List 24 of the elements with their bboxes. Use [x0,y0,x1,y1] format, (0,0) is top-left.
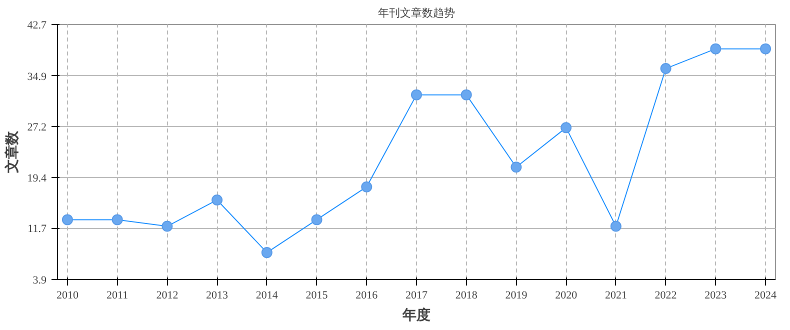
chart-title: 年刊文章数趋势 [378,6,455,20]
x-tick-label: 2024 [754,290,778,302]
x-tick-label: 2015 [306,290,328,302]
x-tick-label: 2022 [654,290,677,302]
x-tick-label: 2023 [704,290,728,302]
y-axis-title: 文章数 [3,130,20,174]
y-tick-label: 42.7 [27,20,47,32]
x-tick-label: 2011 [106,290,128,302]
x-axis-title: 年度 [402,306,430,322]
x-tick-label: 2016 [356,290,378,302]
x-tick-label: 2019 [505,290,528,302]
x-tick-label: 2014 [256,290,278,302]
x-tick-label: 2021 [604,290,627,302]
y-tick-label: 3.9 [32,274,47,286]
y-tick-label: 27.2 [27,121,46,134]
x-tick-label: 2013 [206,290,229,302]
x-tick-label: 2017 [406,290,428,302]
x-tick-label: 2020 [555,290,578,302]
x-tick-label: 2012 [156,290,178,302]
x-tick-label: 2018 [455,290,478,302]
y-tick-label: 19.4 [27,172,47,185]
x-tick-label: 2010 [56,290,79,302]
y-tick-label: 34.9 [27,70,47,83]
y-tick-label: 11.7 [28,223,47,236]
